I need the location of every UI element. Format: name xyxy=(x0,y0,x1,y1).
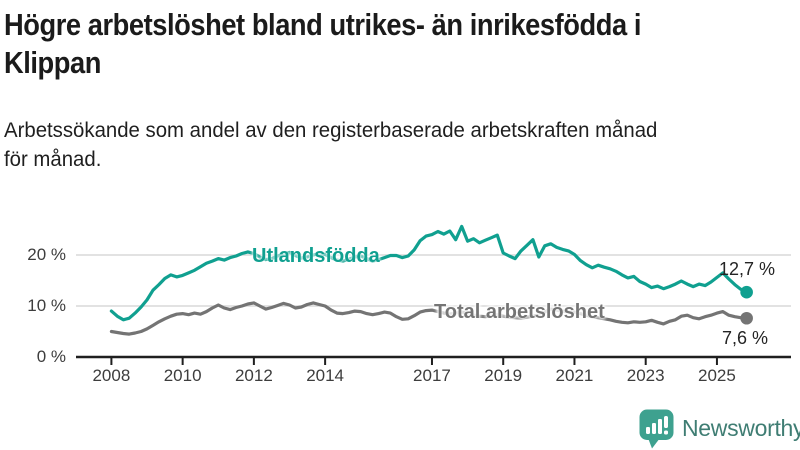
x-axis-tick-label: 2008 xyxy=(92,366,131,385)
newsworthy-bar-chart-icon xyxy=(639,409,674,449)
x-axis-tick-label: 2014 xyxy=(306,366,345,385)
page-title: Högre arbetslöshet bland utrikes- än inr… xyxy=(4,6,796,82)
y-axis-tick-label: 0 % xyxy=(36,347,66,366)
x-axis-tick-label: 2017 xyxy=(413,366,451,385)
subtitle-line-1: Arbetssökande som andel av den registerb… xyxy=(4,119,658,142)
title-line-2: Klippan xyxy=(4,45,101,80)
x-axis-tick-label: 2023 xyxy=(626,366,665,385)
newsworthy-logo-text: Newsworthy xyxy=(682,415,800,441)
x-axis-tick-label: 2025 xyxy=(698,366,736,385)
subtitle-line-2: för månad. xyxy=(4,148,102,171)
series-label-utlandsfodda: Utlandsfödda xyxy=(252,245,380,267)
y-axis-tick-label: 10 % xyxy=(27,296,66,315)
x-axis-tick-label: 2010 xyxy=(163,366,202,385)
y-axis-tick-label: 20 % xyxy=(27,245,66,264)
end-value-label-total: 7,6 % xyxy=(721,328,769,348)
x-axis-tick-label: 2021 xyxy=(555,366,594,385)
chart-subtitle: Arbetssökande som andel av den registerb… xyxy=(4,116,799,174)
series-label-total-arbetsloshet: Total arbetslöshet xyxy=(434,301,605,323)
end-value-label-utlandsfodda: 12,7 % xyxy=(718,259,776,279)
title-line-1: Högre arbetslöshet bland utrikes- än inr… xyxy=(4,7,641,42)
x-axis-tick-label: 2012 xyxy=(234,366,273,385)
newsworthy-logo[interactable]: Newsworthy xyxy=(638,408,800,449)
x-axis-tick-label: 2019 xyxy=(484,366,523,385)
